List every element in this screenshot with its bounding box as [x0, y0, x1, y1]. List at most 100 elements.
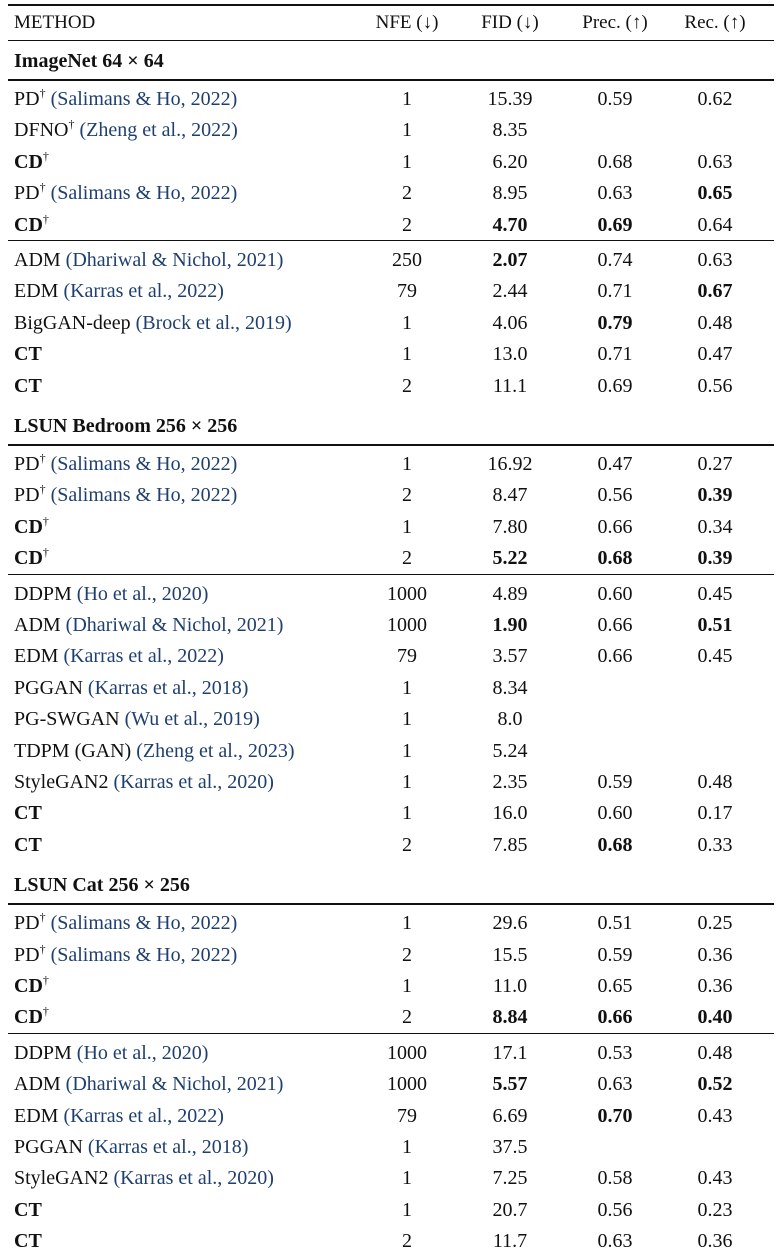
prec-cell: 0.66	[597, 645, 633, 668]
method-cell: PG-SWGAN (Wu et al., 2019)	[14, 709, 260, 729]
citation-link[interactable]: (Karras et al., 2022)	[63, 280, 224, 303]
dagger-mark: †	[42, 148, 49, 163]
fid-cell: 16.0	[492, 802, 528, 825]
method-name: CT	[14, 802, 42, 825]
citation-link[interactable]: (Salimans & Ho, 2022)	[50, 453, 238, 475]
method-name: StyleGAN2	[14, 1167, 109, 1190]
method-cell: CT	[14, 835, 42, 855]
fid-cell: 8.34	[492, 676, 528, 699]
nfe-cell: 2	[402, 1006, 412, 1029]
section-title: LSUN Cat 256 × 256	[14, 874, 190, 897]
prec-cell: 0.68	[597, 150, 633, 173]
fid-cell: 8.47	[492, 484, 528, 507]
citation-link[interactable]: (Karras et al., 2022)	[63, 645, 224, 668]
nfe-cell: 1	[402, 311, 412, 334]
method-name: CT	[14, 343, 42, 366]
prec-cell: 0.79	[597, 311, 633, 334]
dagger-mark: †	[39, 910, 46, 925]
nfe-cell: 1	[402, 119, 412, 142]
fid-cell: 11.7	[492, 1230, 528, 1252]
method-cell: CT	[14, 803, 42, 823]
nfe-cell: 1000	[387, 1073, 427, 1096]
prec-cell: 0.68	[597, 833, 633, 856]
method-cell: CD†	[14, 546, 49, 568]
citation-link[interactable]: (Karras et al., 2022)	[63, 1104, 224, 1127]
nfe-cell: 1	[402, 343, 412, 366]
method-cell: CT	[14, 376, 42, 396]
prec-cell: 0.66	[597, 515, 633, 538]
method-name: PD	[14, 88, 40, 110]
citation-link[interactable]: (Salimans & Ho, 2022)	[50, 912, 238, 935]
citation-link[interactable]: (Ho et al., 2020)	[76, 582, 209, 605]
section-rule	[8, 79, 774, 81]
method-name: ADM	[14, 1073, 61, 1096]
nfe-cell: 1000	[387, 614, 427, 636]
citation-link[interactable]: (Zheng et al., 2023)	[136, 739, 295, 762]
nfe-cell: 2	[402, 833, 412, 856]
citation-link[interactable]: (Salimans & Ho, 2022)	[50, 943, 238, 966]
method-name: CD	[14, 150, 43, 173]
header-method: METHOD	[14, 12, 96, 33]
prec-cell: 0.69	[597, 374, 633, 397]
prec-cell: 0.51	[597, 912, 633, 935]
citation-link[interactable]: (Salimans & Ho, 2022)	[50, 182, 238, 205]
citation-link[interactable]: (Karras et al., 2020)	[113, 771, 274, 793]
dagger-mark: †	[39, 482, 46, 497]
nfe-cell: 250	[392, 249, 422, 271]
method-name: ADM	[14, 614, 61, 636]
citation-link[interactable]: (Brock et al., 2019)	[135, 311, 292, 334]
citation-link[interactable]: (Salimans & Ho, 2022)	[50, 88, 238, 110]
nfe-cell: 2	[402, 182, 412, 205]
method-cell: ADM (Dhariwal & Nichol, 2021)	[14, 1074, 283, 1094]
method-cell: PD† (Salimans & Ho, 2022)	[14, 452, 238, 475]
fid-cell: 4.06	[492, 311, 528, 334]
method-cell: CT	[14, 344, 42, 364]
prec-cell: 0.70	[597, 1104, 633, 1127]
rec-cell: 0.27	[697, 453, 733, 475]
fid-cell: 8.84	[492, 1006, 528, 1029]
method-name: EDM	[14, 645, 59, 668]
citation-link[interactable]: (Karras et al., 2020)	[113, 1167, 274, 1190]
method-name: CD	[14, 515, 43, 538]
method-cell: PD† (Salimans & Ho, 2022)	[14, 86, 238, 110]
citation-link[interactable]: (Dhariwal & Nichol, 2021)	[65, 1073, 284, 1096]
method-cell: CD†	[14, 211, 49, 235]
fid-cell: 29.6	[492, 912, 528, 935]
citation-link[interactable]: (Ho et al., 2020)	[76, 1041, 209, 1064]
method-cell: CD†	[14, 974, 49, 996]
prec-cell: 0.69	[597, 213, 633, 236]
method-name: DDPM	[14, 582, 72, 605]
section-rule	[8, 903, 774, 906]
fid-cell: 2.07	[492, 249, 528, 271]
method-name: PG-SWGAN	[14, 708, 120, 731]
citation-link[interactable]: (Dhariwal & Nichol, 2021)	[65, 249, 284, 271]
citation-link[interactable]: (Zheng et al., 2022)	[79, 119, 238, 142]
prec-cell: 0.59	[597, 88, 633, 110]
nfe-cell: 79	[397, 645, 417, 668]
dagger-mark: †	[42, 1004, 49, 1019]
citation-link[interactable]: (Salimans & Ho, 2022)	[50, 484, 238, 507]
dagger-mark: †	[39, 86, 46, 100]
dagger-mark: †	[42, 211, 49, 226]
citation-link[interactable]: (Wu et al., 2019)	[124, 708, 260, 731]
prec-cell: 0.68	[597, 547, 633, 570]
prec-cell: 0.66	[597, 1006, 633, 1029]
method-name: CT	[14, 1198, 42, 1221]
rec-cell: 0.25	[697, 912, 733, 935]
citation-link[interactable]: (Karras et al., 2018)	[87, 676, 249, 699]
rec-cell: 0.65	[697, 182, 733, 205]
prec-cell: 0.66	[597, 614, 633, 636]
method-cell: CD†	[14, 1004, 49, 1027]
citation-link[interactable]: (Dhariwal & Nichol, 2021)	[65, 614, 284, 636]
method-cell: PD† (Salimans & Ho, 2022)	[14, 943, 238, 966]
rec-cell: 0.48	[697, 771, 733, 793]
method-cell: PGGAN (Karras et al., 2018)	[14, 678, 248, 698]
fid-cell: 7.85	[492, 833, 528, 856]
rec-cell: 0.52	[697, 1073, 733, 1096]
nfe-cell: 1000	[387, 582, 427, 605]
method-cell: CT	[14, 1200, 42, 1220]
citation-link[interactable]: (Karras et al., 2018)	[87, 1136, 249, 1158]
method-name: PGGAN	[14, 1136, 83, 1158]
fid-cell: 8.95	[492, 182, 528, 205]
